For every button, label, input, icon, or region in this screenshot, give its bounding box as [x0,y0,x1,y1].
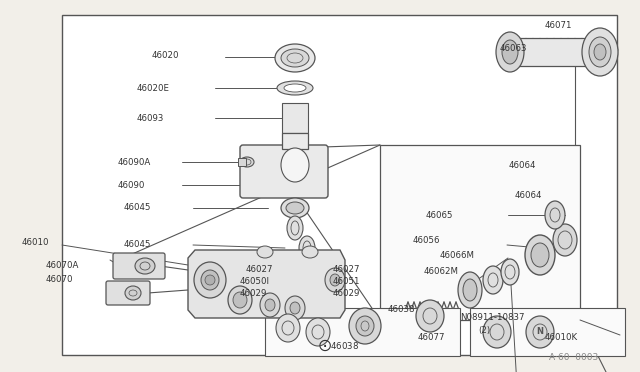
Text: 46051: 46051 [333,278,360,286]
Text: 46010: 46010 [22,237,49,247]
Text: 46050I: 46050I [240,278,270,286]
Ellipse shape [281,198,309,218]
Ellipse shape [281,49,309,67]
Ellipse shape [553,224,577,256]
Ellipse shape [277,81,313,95]
Ellipse shape [135,258,155,274]
Text: 46063: 46063 [500,44,527,52]
Bar [470,308,625,356]
Ellipse shape [265,299,275,311]
Ellipse shape [306,318,330,346]
FancyBboxPatch shape [240,145,328,198]
Text: 46045: 46045 [124,202,152,212]
Text: 46045: 46045 [124,240,152,248]
Text: 46020: 46020 [152,51,179,60]
Bar [380,145,580,320]
Ellipse shape [531,243,549,267]
Text: 46029: 46029 [240,289,268,298]
FancyBboxPatch shape [106,281,150,305]
Bar [500,38,610,66]
Ellipse shape [228,286,252,314]
Ellipse shape [330,274,340,286]
Text: 46090: 46090 [118,180,145,189]
Text: 46020E: 46020E [137,83,170,93]
Ellipse shape [260,293,280,317]
Ellipse shape [526,316,554,348]
Text: 46027: 46027 [246,266,273,275]
Ellipse shape [302,246,318,258]
Text: 46070: 46070 [46,276,74,285]
Bar [238,158,246,166]
Ellipse shape [286,202,304,214]
Ellipse shape [458,272,482,308]
Ellipse shape [287,216,303,240]
Ellipse shape [276,314,300,342]
Ellipse shape [501,259,519,285]
Ellipse shape [545,201,565,229]
Ellipse shape [463,279,477,301]
Ellipse shape [496,32,524,72]
Ellipse shape [290,302,300,314]
Text: 46038: 46038 [388,305,415,314]
Ellipse shape [356,316,374,336]
Ellipse shape [201,270,219,290]
Ellipse shape [284,84,306,92]
Bar [282,133,308,149]
Ellipse shape [257,246,273,258]
Text: N: N [536,327,543,337]
Ellipse shape [240,157,254,167]
Text: 46077: 46077 [418,334,445,343]
Ellipse shape [299,236,315,260]
Ellipse shape [589,37,611,67]
Text: N08911-10837: N08911-10837 [460,314,525,323]
Text: 46064: 46064 [515,190,543,199]
Text: 46010K: 46010K [545,334,578,343]
Ellipse shape [325,268,345,292]
Text: A·60  0003: A·60 0003 [548,353,598,362]
Polygon shape [188,250,345,318]
Text: 46065: 46065 [426,211,454,219]
Ellipse shape [483,316,511,348]
Text: 46090A: 46090A [118,157,151,167]
Ellipse shape [582,28,618,76]
Ellipse shape [233,292,247,308]
Text: 46029: 46029 [333,289,360,298]
FancyBboxPatch shape [113,253,165,279]
Text: 46070A: 46070A [46,260,79,269]
Text: 46027: 46027 [333,266,360,275]
Ellipse shape [349,308,381,344]
Bar [265,308,460,356]
Text: (2): (2) [478,326,490,334]
Bar [62,15,617,355]
Ellipse shape [525,235,555,275]
Text: 46071: 46071 [545,20,573,29]
Text: 46062M: 46062M [424,267,459,276]
Ellipse shape [194,262,226,298]
Ellipse shape [502,40,518,64]
Ellipse shape [205,275,215,285]
Ellipse shape [594,44,606,60]
Ellipse shape [281,148,309,182]
Text: 46056: 46056 [413,235,440,244]
Text: $\bigodot$46038: $\bigodot$46038 [318,337,359,353]
Text: 46093: 46093 [137,113,164,122]
Ellipse shape [416,300,444,332]
Ellipse shape [285,296,305,320]
Text: 46066M: 46066M [440,250,475,260]
Ellipse shape [125,286,141,300]
Bar [282,103,308,133]
Ellipse shape [275,44,315,72]
Text: 46064: 46064 [509,160,536,170]
Ellipse shape [483,266,503,294]
